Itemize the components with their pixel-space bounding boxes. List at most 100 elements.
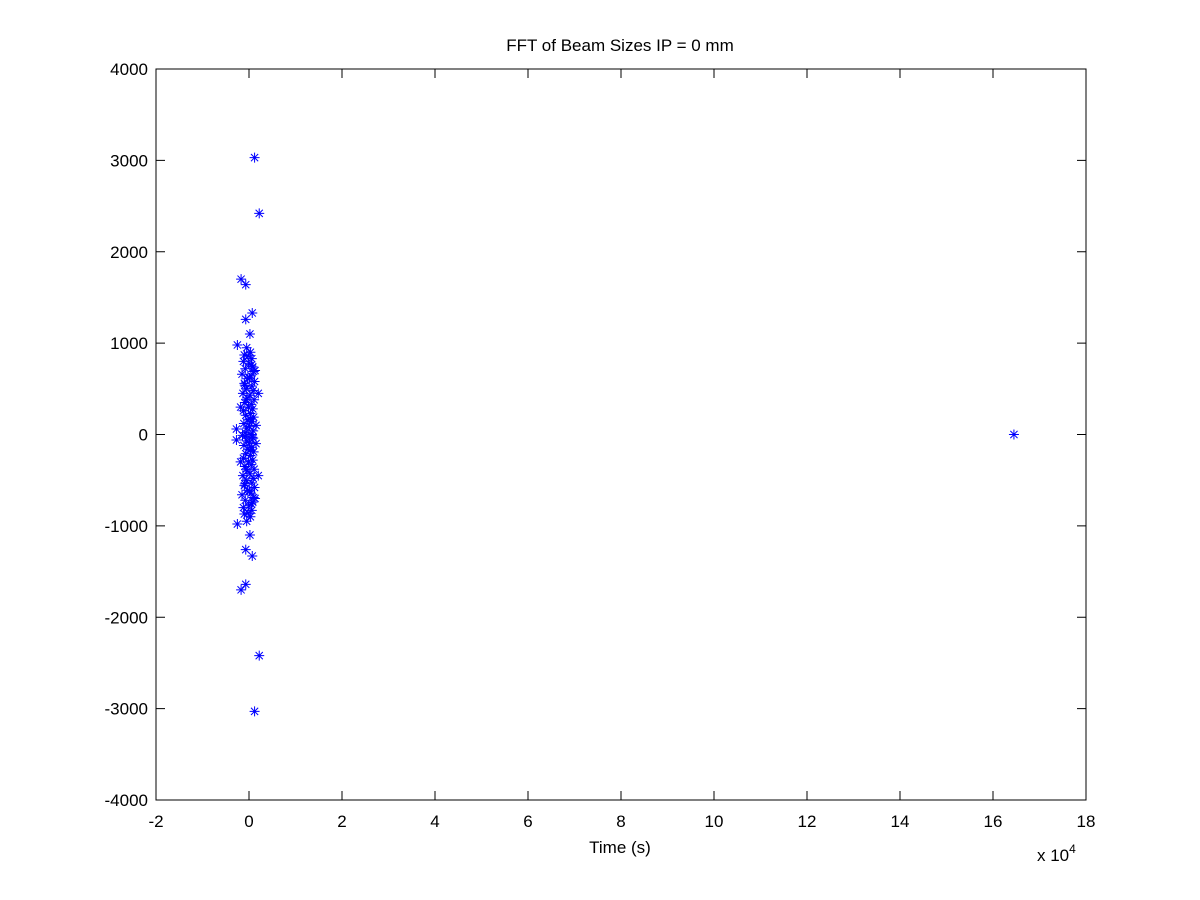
data-point [242,373,253,384]
data-point [250,493,261,504]
data-point [236,274,247,285]
y-tick-label: -4000 [105,791,148,810]
data-point [248,446,259,457]
data-point [247,455,258,466]
data-point [242,466,253,477]
data-point [241,475,252,486]
data-point [247,403,258,414]
x-tick-label: 6 [523,812,532,831]
data-point [246,353,257,364]
data-point [244,530,255,541]
data-point [238,405,249,416]
x-tick-label: 10 [705,812,724,831]
x-tick-label: 18 [1077,812,1096,831]
data-point [249,464,260,475]
chart-title: FFT of Beam Sizes IP = 0 mm [506,36,734,55]
data-point [244,421,255,432]
data-point [246,360,257,371]
data-point [244,486,255,497]
data-point [239,397,250,408]
data-point [237,388,248,399]
x-axis-exponent: x 104 [1037,842,1076,865]
data-point [239,478,250,489]
data-point [237,489,248,500]
data-point [238,440,249,451]
data-point [248,473,259,484]
data-point [249,482,260,493]
data-point [246,505,257,516]
data-point [241,423,252,434]
data-point [232,339,243,350]
data-point [248,433,259,444]
data-point [246,416,257,427]
y-tick-label: 1000 [110,334,148,353]
data-point [245,445,256,456]
data-point [254,650,265,661]
data-point [247,307,258,318]
data-point [243,414,254,425]
x-tick-label: 12 [798,812,817,831]
axis-ticks [155,68,1087,801]
y-tick-label: 3000 [110,151,148,170]
data-point [238,453,249,464]
data-point [243,456,254,467]
data-point [240,495,251,506]
data-point [241,516,252,527]
data-point [248,412,259,423]
data-point [241,464,252,475]
data-point [1008,429,1019,440]
y-tick-label: 0 [139,426,148,445]
x-tick-label: 2 [337,812,346,831]
y-tick-label: -1000 [105,517,148,536]
data-point [239,380,250,391]
data-point [246,381,257,392]
x-tick-label: 16 [984,812,1003,831]
data-point [242,392,253,403]
data-point [249,152,260,163]
data-point [250,420,261,431]
x-axis-exponent-power: 4 [1069,842,1076,856]
data-point [254,208,265,219]
data-point [240,431,251,442]
data-point [237,369,248,380]
data-point [239,508,250,519]
x-tick-label: -2 [148,812,163,831]
data-point [250,365,261,376]
x-axis-exponent-base: x 10 [1037,846,1069,865]
data-point [245,429,256,440]
data-point [242,485,253,496]
data-point [241,342,252,353]
y-tick-label: -3000 [105,700,148,719]
data-point [241,383,252,394]
data-point [243,508,254,519]
data-point [246,477,257,488]
data-point [250,438,261,449]
data-point [239,350,250,361]
data-point [241,435,252,446]
data-point [240,314,251,325]
data-point [245,511,256,522]
data-point [246,498,257,509]
data-point [232,519,243,530]
data-point [240,448,251,459]
y-tick-label: 4000 [110,60,148,79]
data-point [237,470,248,481]
data-point [231,434,242,445]
data-point [245,347,256,358]
data-point [247,551,258,562]
x-tick-label: 14 [891,812,910,831]
y-tick-label: 2000 [110,243,148,262]
x-tick-label: 0 [244,812,253,831]
axis-tick-labels: -2 0 2 4 6 8 10 12 14 16 18 -4000 -3000 -2000 -1000 0 10… [105,60,1096,831]
data-point [239,461,250,472]
data-point [245,413,256,424]
data-point [248,385,259,396]
data-point [243,402,254,413]
data-point [235,402,246,413]
data-point [235,456,246,467]
data-point [240,363,251,374]
x-axis-label: Time (s) [589,838,651,857]
data-point [246,442,257,453]
data-point [231,424,242,435]
